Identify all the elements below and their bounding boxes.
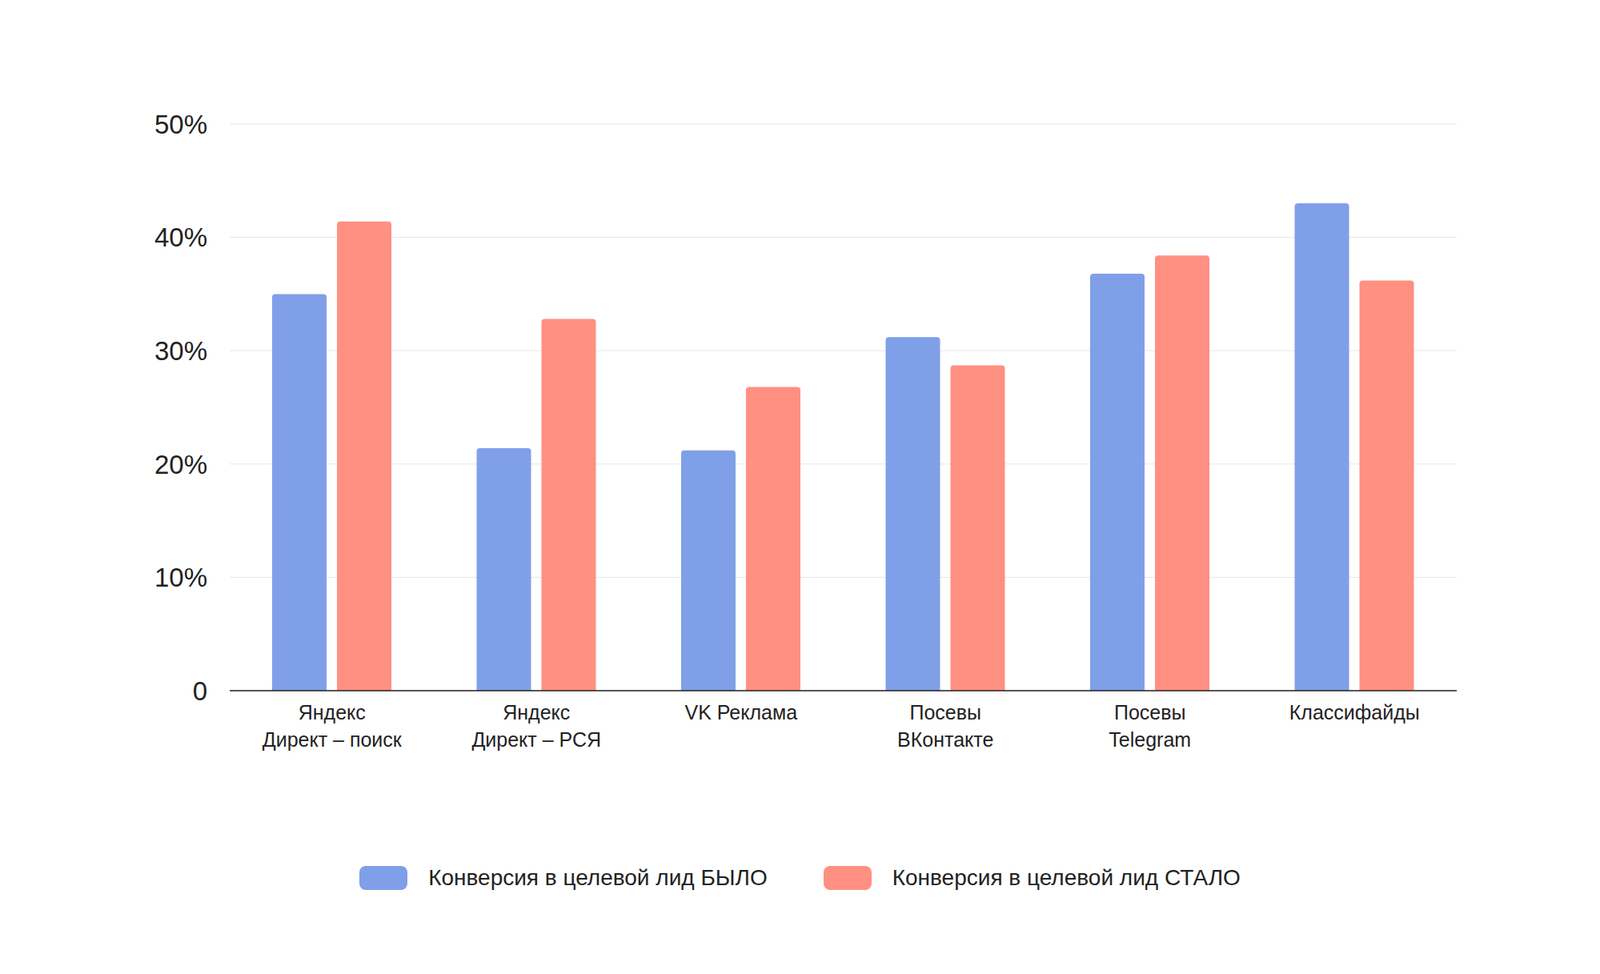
svg-text:ПосевыВКонтакте: ПосевыВКонтакте — [897, 701, 994, 751]
svg-text:20%: 20% — [154, 449, 208, 480]
svg-text:Классифайды: Классифайды — [1289, 701, 1420, 724]
svg-text:0: 0 — [192, 676, 208, 706]
html-text:Конверсия в целевой лид СТАЛО: Конверсия в целевой лид СТАЛО — [892, 865, 1241, 891]
svg-text:ЯндексДирект – РСЯ: ЯндексДирект – РСЯ — [471, 701, 602, 751]
svg-text:10%: 10% — [154, 562, 208, 593]
html-text:Конверсия в целевой лид БЫЛО: Конверсия в целевой лид БЫЛО — [428, 865, 768, 891]
svg-text:VK Реклама: VK Реклама — [684, 701, 798, 724]
svg-text:40%: 40% — [154, 222, 208, 253]
svg-text:ЯндексДирект – поиск: ЯндексДирект – поиск — [262, 701, 403, 751]
svg-text:50%: 50% — [154, 109, 208, 140]
svg-text:ПосевыTelegram: ПосевыTelegram — [1108, 701, 1191, 751]
svg-text:30%: 30% — [154, 336, 208, 366]
